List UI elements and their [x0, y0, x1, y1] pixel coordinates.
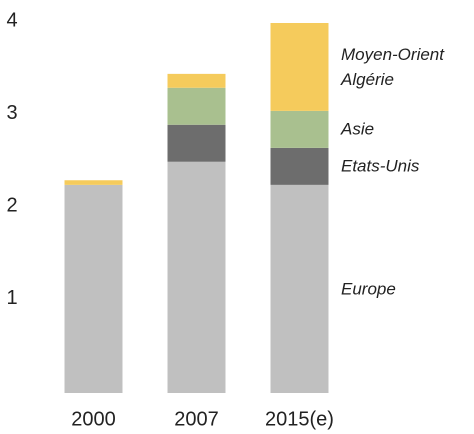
bar-segment	[167, 161, 226, 393]
bar-segment	[64, 184, 123, 393]
x-tick-label: 2007	[174, 408, 219, 430]
legend-label: Asie	[341, 119, 375, 139]
y-tick-label: 3	[6, 102, 17, 124]
y-tick-label: 2	[6, 194, 17, 216]
x-tick-label: 2000	[71, 408, 116, 430]
bar-segment	[270, 147, 329, 185]
bar-segment	[167, 124, 226, 162]
x-tick-label: 2015(e)	[265, 408, 334, 430]
legend-label: Moyen-Orient Algérie	[341, 44, 444, 89]
y-tick-label: 4	[6, 9, 17, 31]
legend-label: Europe	[341, 279, 396, 299]
bar-segment	[64, 180, 123, 185]
bar-segment	[270, 184, 329, 393]
bar-segment	[167, 87, 226, 125]
legend-label: Etats-Unis	[341, 156, 420, 176]
y-tick-label: 1	[6, 287, 17, 309]
bar-segment	[270, 23, 329, 111]
bar-segment	[167, 73, 226, 88]
bar-segment	[270, 110, 329, 148]
